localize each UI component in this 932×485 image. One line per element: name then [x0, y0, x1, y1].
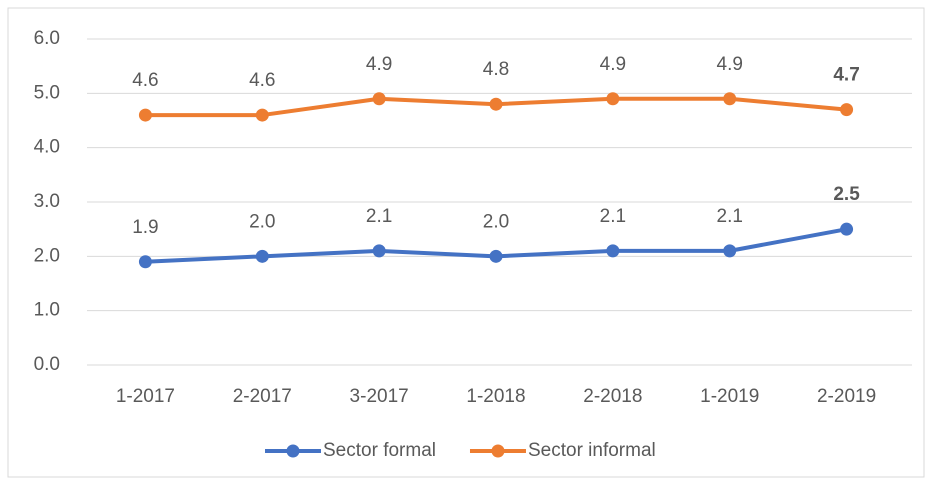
data-label: 2.0: [249, 211, 275, 232]
point: [723, 244, 737, 258]
point: [138, 108, 152, 122]
point: [723, 92, 737, 106]
y-tick-label: 4.0: [34, 137, 60, 158]
y-tick-label: 3.0: [34, 191, 60, 212]
data-label: 4.9: [366, 54, 392, 75]
legend-marker: [491, 444, 505, 458]
data-label: 2.1: [717, 206, 743, 227]
data-label: 1.9: [132, 217, 158, 238]
point: [489, 97, 503, 111]
y-tick-label: 5.0: [34, 82, 60, 103]
y-tick-label: 1.0: [34, 300, 60, 321]
data-label: 4.6: [132, 70, 158, 91]
x-tick-label: 1-2018: [466, 386, 525, 407]
point: [606, 244, 620, 258]
data-label: 4.8: [483, 59, 509, 80]
data-label: 2.1: [366, 206, 392, 227]
x-tick-label: 2-2018: [583, 386, 642, 407]
legend-marker: [286, 444, 300, 458]
y-tick-label: 2.0: [34, 245, 60, 266]
legend-label: Sector formal: [323, 440, 436, 461]
data-label: 4.9: [600, 54, 626, 75]
point: [138, 255, 152, 269]
y-tick-label: 0.0: [34, 354, 60, 375]
data-label: 2.5: [833, 184, 860, 205]
point: [372, 92, 386, 106]
point: [606, 92, 620, 106]
point: [840, 103, 854, 117]
x-tick-label: 1-2017: [116, 386, 175, 407]
x-tick-label: 2-2019: [817, 386, 876, 407]
point: [840, 222, 854, 236]
data-label: 2.0: [483, 211, 509, 232]
point: [372, 244, 386, 258]
data-label: 4.9: [717, 54, 743, 75]
point: [489, 249, 503, 263]
legend-label: Sector informal: [528, 440, 656, 461]
data-label: 4.6: [249, 70, 275, 91]
x-tick-label: 1-2019: [700, 386, 759, 407]
y-tick-label: 6.0: [34, 28, 60, 49]
point: [255, 249, 269, 263]
x-tick-label: 2-2017: [233, 386, 292, 407]
data-label: 4.7: [833, 65, 859, 86]
x-tick-label: 3-2017: [350, 386, 409, 407]
point: [255, 108, 269, 122]
data-label: 2.1: [600, 206, 626, 227]
